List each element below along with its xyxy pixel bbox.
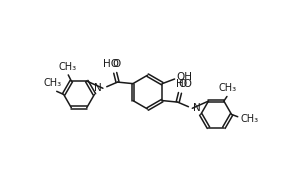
Text: O: O xyxy=(113,59,121,69)
Text: O: O xyxy=(178,79,186,89)
Text: HO: HO xyxy=(176,79,192,89)
Text: N: N xyxy=(193,103,201,113)
Text: CH₃: CH₃ xyxy=(241,114,259,124)
Text: N: N xyxy=(94,83,102,93)
Text: CH₃: CH₃ xyxy=(44,78,62,88)
Text: CH₃: CH₃ xyxy=(58,62,77,72)
Text: OH: OH xyxy=(176,72,192,82)
Text: HO: HO xyxy=(103,59,119,69)
Text: CH₃: CH₃ xyxy=(219,83,237,93)
